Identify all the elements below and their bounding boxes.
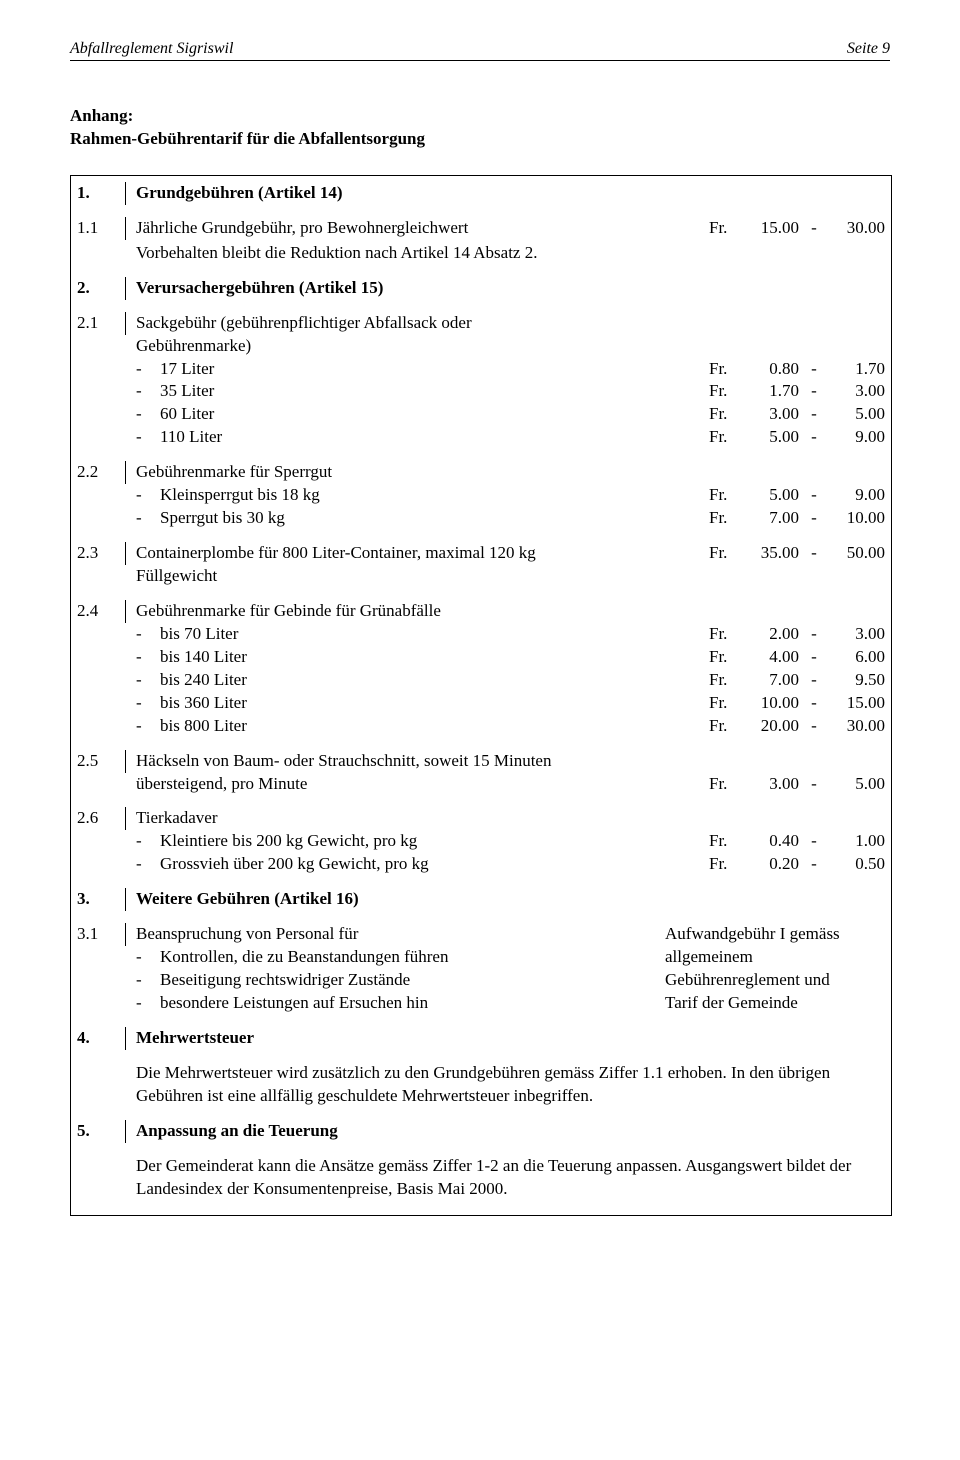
row-2-6-b-amount: Fr.0.20-0.50 bbox=[665, 853, 885, 876]
row-2-3-label2: Füllgewicht bbox=[136, 565, 885, 588]
section-2-title: Verursachergebühren (Artikel 15) bbox=[126, 277, 885, 300]
row-1-1-num: 1.1 bbox=[77, 217, 126, 240]
row-2-1-num: 2.1 bbox=[77, 312, 126, 335]
tariff-table: 1. Grundgebühren (Artikel 14) 1.1 Jährli… bbox=[70, 175, 892, 1216]
row-5-body: Der Gemeinderat kann die Ansätze gemäss … bbox=[71, 1149, 891, 1215]
row-2-6-lead: Tierkadaver bbox=[136, 807, 885, 830]
row-2-1: 2.1 Sackgebühr (gebührenpflichtiger Abfa… bbox=[71, 306, 891, 456]
row-3-1-right1: Aufwandgebühr I gemäss bbox=[665, 923, 885, 946]
row-2-2-a-amount: Fr.5.00-9.00 bbox=[665, 484, 885, 507]
section-4-body: Die Mehrwertsteuer wird zusätzlich zu de… bbox=[126, 1062, 885, 1108]
row-2-6-a-amount: Fr.0.40-1.00 bbox=[665, 830, 885, 853]
row-2-1-lead2: Gebührenmarke) bbox=[136, 335, 885, 358]
section-5-title: Anpassung an die Teuerung bbox=[126, 1120, 885, 1143]
row-2-5-label1: Häckseln von Baum- oder Strauchschnitt, … bbox=[136, 750, 885, 773]
row-2-1-d-amount: Fr.5.00-9.00 bbox=[665, 426, 885, 449]
header-left: Abfallreglement Sigriswil bbox=[70, 40, 233, 58]
row-2-4: 2.4 Gebührenmarke für Gebinde für Grünab… bbox=[71, 594, 891, 744]
row-1-1-label: Jährliche Grundgebühr, pro Bewohnergleic… bbox=[136, 217, 665, 240]
row-2-1-c-amount: Fr.3.00-5.00 bbox=[665, 403, 885, 426]
row-2-6-a-label: Kleintiere bis 200 kg Gewicht, pro kg bbox=[160, 830, 665, 853]
row-2-6: 2.6 Tierkadaver -Kleintiere bis 200 kg G… bbox=[71, 801, 891, 882]
section-1-title: Grundgebühren (Artikel 14) bbox=[126, 182, 885, 205]
row-2-5-num: 2.5 bbox=[77, 750, 126, 773]
section-4-num: 4. bbox=[77, 1027, 126, 1050]
section-4-header: 4. Mehrwertsteuer bbox=[71, 1021, 891, 1056]
row-2-4-c-label: bis 240 Liter bbox=[160, 669, 665, 692]
section-5-header: 5. Anpassung an die Teuerung bbox=[71, 1114, 891, 1149]
row-2-3-num: 2.3 bbox=[77, 542, 126, 565]
row-3-1-lead: Beanspruchung von Personal für bbox=[136, 923, 665, 946]
row-3-1-a: Kontrollen, die zu Beanstandungen führen bbox=[160, 946, 665, 969]
row-2-4-lead: Gebührenmarke für Gebinde für Grünabfäll… bbox=[136, 600, 885, 623]
row-2-1-a-amount: Fr.0.80-1.70 bbox=[665, 358, 885, 381]
row-2-4-a-amount: Fr.2.00-3.00 bbox=[665, 623, 885, 646]
section-1-num: 1. bbox=[77, 182, 126, 205]
row-2-2-b-label: Sperrgut bis 30 kg bbox=[160, 507, 665, 530]
row-2-5: 2.5 Häckseln von Baum- oder Strauchschni… bbox=[71, 744, 891, 802]
row-3-1-num: 3.1 bbox=[77, 923, 126, 946]
section-3-header: 3. Weitere Gebühren (Artikel 16) bbox=[71, 882, 891, 917]
row-2-4-c-amount: Fr.7.00-9.50 bbox=[665, 669, 885, 692]
header-right: Seite 9 bbox=[847, 40, 890, 58]
row-3-1-right4: Tarif der Gemeinde bbox=[665, 992, 885, 1015]
section-5-num: 5. bbox=[77, 1120, 126, 1143]
row-2-1-d-label: 110 Liter bbox=[160, 426, 665, 449]
row-2-2-a-label: Kleinsperrgut bis 18 kg bbox=[160, 484, 665, 507]
section-2-num: 2. bbox=[77, 277, 126, 300]
row-2-3: 2.3 Containerplombe für 800 Liter-Contai… bbox=[71, 536, 891, 594]
section-3-title: Weitere Gebühren (Artikel 16) bbox=[126, 888, 885, 911]
row-2-6-num: 2.6 bbox=[77, 807, 126, 830]
row-2-5-label2: übersteigend, pro Minute bbox=[136, 773, 665, 796]
section-1-header: 1. Grundgebühren (Artikel 14) bbox=[71, 176, 891, 211]
row-2-1-a-label: 17 Liter bbox=[160, 358, 665, 381]
pre-title-line2: Rahmen-Gebührentarif für die Abfallentso… bbox=[70, 128, 890, 151]
row-2-4-a-label: bis 70 Liter bbox=[160, 623, 665, 646]
pre-title: Anhang: Rahmen-Gebührentarif für die Abf… bbox=[70, 105, 890, 151]
row-2-3-label1: Containerplombe für 800 Liter-Container,… bbox=[136, 542, 665, 565]
section-4-title: Mehrwertsteuer bbox=[126, 1027, 885, 1050]
pre-title-line1: Anhang: bbox=[70, 105, 890, 128]
section-2-header: 2. Verursachergebühren (Artikel 15) bbox=[71, 271, 891, 306]
row-2-3-amount: Fr.35.00-50.00 bbox=[665, 542, 885, 565]
row-2-2-num: 2.2 bbox=[77, 461, 126, 484]
row-2-1-b-label: 35 Liter bbox=[160, 380, 665, 403]
row-2-1-c-label: 60 Liter bbox=[160, 403, 665, 426]
row-2-2-b-amount: Fr.7.00-10.00 bbox=[665, 507, 885, 530]
row-2-4-d-amount: Fr.10.00-15.00 bbox=[665, 692, 885, 715]
row-2-4-num: 2.4 bbox=[77, 600, 126, 623]
row-2-4-e-label: bis 800 Liter bbox=[160, 715, 665, 738]
row-2-2: 2.2 Gebührenmarke für Sperrgut -Kleinspe… bbox=[71, 455, 891, 536]
row-2-5-amount: Fr.3.00-5.00 bbox=[665, 773, 885, 796]
row-2-1-b-amount: Fr.1.70-3.00 bbox=[665, 380, 885, 403]
row-2-6-b-label: Grossvieh über 200 kg Gewicht, pro kg bbox=[160, 853, 665, 876]
row-3-1-right3: Gebührenreglement und bbox=[665, 969, 885, 992]
row-1-1-note: Vorbehalten bleibt die Reduktion nach Ar… bbox=[136, 242, 885, 265]
row-2-4-b-label: bis 140 Liter bbox=[160, 646, 665, 669]
row-2-1-lead1: Sackgebühr (gebührenpflichtiger Abfallsa… bbox=[136, 312, 885, 335]
row-4-body: Die Mehrwertsteuer wird zusätzlich zu de… bbox=[71, 1056, 891, 1114]
row-2-4-d-label: bis 360 Liter bbox=[160, 692, 665, 715]
section-5-body: Der Gemeinderat kann die Ansätze gemäss … bbox=[126, 1155, 885, 1201]
row-3-1-right2: allgemeinem bbox=[665, 946, 885, 969]
row-2-4-e-amount: Fr.20.00-30.00 bbox=[665, 715, 885, 738]
row-3-1: 3.1 Beanspruchung von Personal fürAufwan… bbox=[71, 917, 891, 1021]
row-1-1-amount: Fr. 15.00 - 30.00 bbox=[665, 217, 885, 240]
row-2-4-b-amount: Fr.4.00-6.00 bbox=[665, 646, 885, 669]
row-3-1-c: besondere Leistungen auf Ersuchen hin bbox=[160, 992, 665, 1015]
row-1-1: 1.1 Jährliche Grundgebühr, pro Bewohnerg… bbox=[71, 211, 891, 271]
row-2-2-lead: Gebührenmarke für Sperrgut bbox=[136, 461, 885, 484]
section-3-num: 3. bbox=[77, 888, 126, 911]
row-3-1-b: Beseitigung rechtswidriger Zustände bbox=[160, 969, 665, 992]
document-page: Abfallreglement Sigriswil Seite 9 Anhang… bbox=[0, 0, 960, 1460]
page-header: Abfallreglement Sigriswil Seite 9 bbox=[70, 40, 890, 61]
